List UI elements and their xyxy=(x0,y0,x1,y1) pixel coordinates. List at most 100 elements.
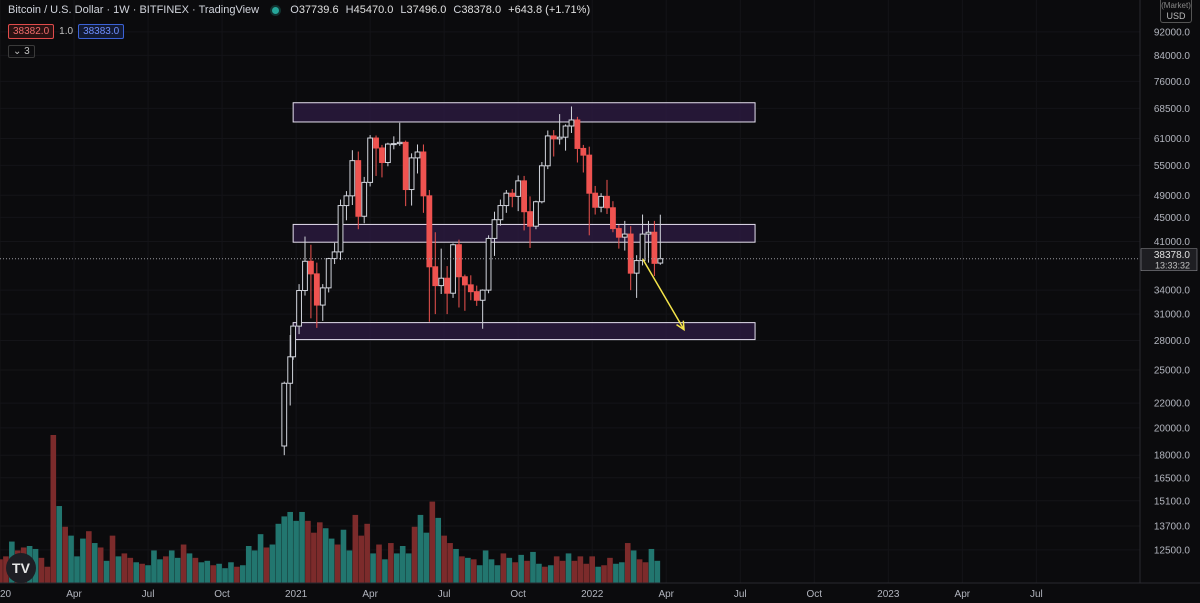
candle-body xyxy=(361,181,368,217)
candle-body xyxy=(568,119,575,127)
candle-body xyxy=(550,135,557,140)
volume-bar xyxy=(38,557,45,583)
y-tick-label: 49000.0 xyxy=(1154,191,1191,202)
volume-bar xyxy=(305,520,311,583)
volume-bar xyxy=(234,566,240,583)
candle-body xyxy=(610,207,616,230)
volume-bar xyxy=(269,544,276,583)
candle xyxy=(325,257,332,293)
volume-bar xyxy=(624,543,631,583)
candle xyxy=(331,242,338,265)
volume-bar xyxy=(447,543,453,583)
buy-button[interactable]: 38383.0 xyxy=(78,24,125,39)
volume-bars xyxy=(0,435,661,583)
candle xyxy=(361,176,368,224)
indicators-toggle[interactable]: ⌄ 3 xyxy=(8,45,35,58)
candle-body xyxy=(621,233,628,238)
volume-bar xyxy=(293,520,299,583)
candle-body xyxy=(615,228,622,238)
volume-bar xyxy=(151,550,157,583)
resistance-zone-top[interactable] xyxy=(292,102,756,123)
candle xyxy=(414,144,421,174)
volume-bar xyxy=(453,548,459,583)
candle xyxy=(461,274,468,311)
x-tick-label: Jul xyxy=(1030,589,1043,600)
volume-bar xyxy=(364,523,370,583)
y-tick-label: 92000.0 xyxy=(1154,27,1191,38)
candle-body xyxy=(651,231,658,264)
zones[interactable] xyxy=(292,102,756,341)
volume-bar xyxy=(3,556,9,583)
price-axis[interactable]: 92000.0 84000.0 76000.0 68500.0 61000.0 55000… xyxy=(1139,0,1200,583)
ohlc-values: O37739.6 H45470.0 L37496.0 C38378.0 +643… xyxy=(290,4,591,16)
candle-body xyxy=(456,244,462,278)
volume-bar xyxy=(109,535,116,583)
volume-bar xyxy=(423,532,430,583)
candle xyxy=(355,151,362,230)
candle xyxy=(444,266,451,315)
volume-bar xyxy=(518,554,524,583)
candle-body xyxy=(438,277,445,287)
currency-selector[interactable]: (Market) USD xyxy=(1160,0,1192,23)
volume-bar xyxy=(192,557,199,583)
candle-body xyxy=(408,157,415,191)
volume-bar xyxy=(642,562,649,583)
candle xyxy=(485,235,492,294)
volume-bar xyxy=(133,562,140,583)
candle xyxy=(527,196,533,248)
volume-bar xyxy=(44,566,51,583)
candle-body xyxy=(479,289,486,301)
candle-body xyxy=(414,151,421,159)
candle xyxy=(402,140,409,207)
y-tick-label: 61000.0 xyxy=(1154,134,1191,145)
time-axis[interactable]: 2020 Apr Jul Oct 2021 Apr Jul Oct 2022 Apr Jul Oct 2… xyxy=(0,582,1200,603)
candle-body xyxy=(373,137,379,149)
volume-bar xyxy=(210,565,216,583)
candle-body xyxy=(379,147,385,164)
tradingview-logo-icon[interactable]: TV xyxy=(6,553,36,583)
interval[interactable]: 1W xyxy=(113,4,130,16)
support-zone-bottom[interactable] xyxy=(292,322,756,341)
volume-bar xyxy=(654,560,661,583)
candle-body xyxy=(639,233,646,262)
volume-bar xyxy=(441,535,447,583)
symbol-name[interactable]: Bitcoin / U.S. Dollar xyxy=(8,4,104,16)
x-tick-label: Apr xyxy=(955,589,971,600)
candle-body xyxy=(527,211,533,227)
volume-bar xyxy=(180,544,187,583)
y-tick-label: 84000.0 xyxy=(1154,51,1191,62)
candle xyxy=(544,130,551,170)
y-tick-label: 18000.0 xyxy=(1154,451,1191,462)
candle xyxy=(574,116,581,163)
sell-button[interactable]: 38382.0 xyxy=(8,24,55,39)
last-price-marker: 38378.013:33:32 xyxy=(0,248,1198,271)
candle xyxy=(426,190,433,322)
volume-bar xyxy=(524,560,530,583)
candle-body xyxy=(396,141,403,145)
candle-body xyxy=(308,260,314,275)
trade-buttons: 38382.0 1.0 38383.0 xyxy=(8,24,125,39)
candle-body xyxy=(586,154,593,194)
candle-body xyxy=(355,160,362,217)
candle-body xyxy=(325,258,332,289)
candle-body xyxy=(349,160,356,197)
volume-bar xyxy=(388,543,394,583)
volume-bar xyxy=(405,553,412,583)
y-tick-label: 20000.0 xyxy=(1154,423,1191,434)
volume-bar xyxy=(429,501,436,583)
candle xyxy=(533,200,539,230)
last-price-box xyxy=(1140,248,1198,271)
trend-arrow-line[interactable] xyxy=(641,258,685,331)
volume-bar xyxy=(50,435,57,583)
candle-body xyxy=(390,143,397,146)
candle xyxy=(627,226,634,291)
grid xyxy=(0,0,1140,583)
quantity-value[interactable]: 1.0 xyxy=(59,26,74,37)
candle-body xyxy=(287,356,294,384)
candle-body xyxy=(467,284,474,293)
volume-bar xyxy=(74,556,80,583)
candle xyxy=(456,239,462,308)
candle-body xyxy=(497,205,504,221)
annotations[interactable] xyxy=(641,258,685,332)
